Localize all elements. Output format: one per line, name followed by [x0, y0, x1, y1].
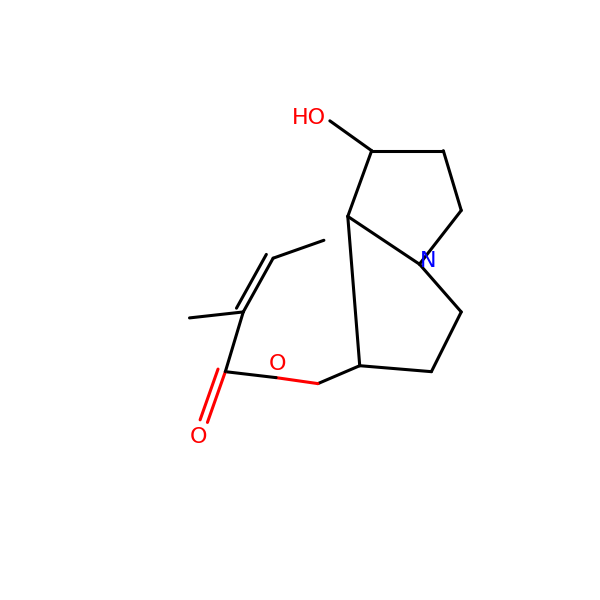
Text: HO: HO	[292, 108, 326, 128]
Text: O: O	[190, 427, 207, 448]
Text: O: O	[269, 355, 286, 374]
Text: N: N	[420, 251, 437, 271]
